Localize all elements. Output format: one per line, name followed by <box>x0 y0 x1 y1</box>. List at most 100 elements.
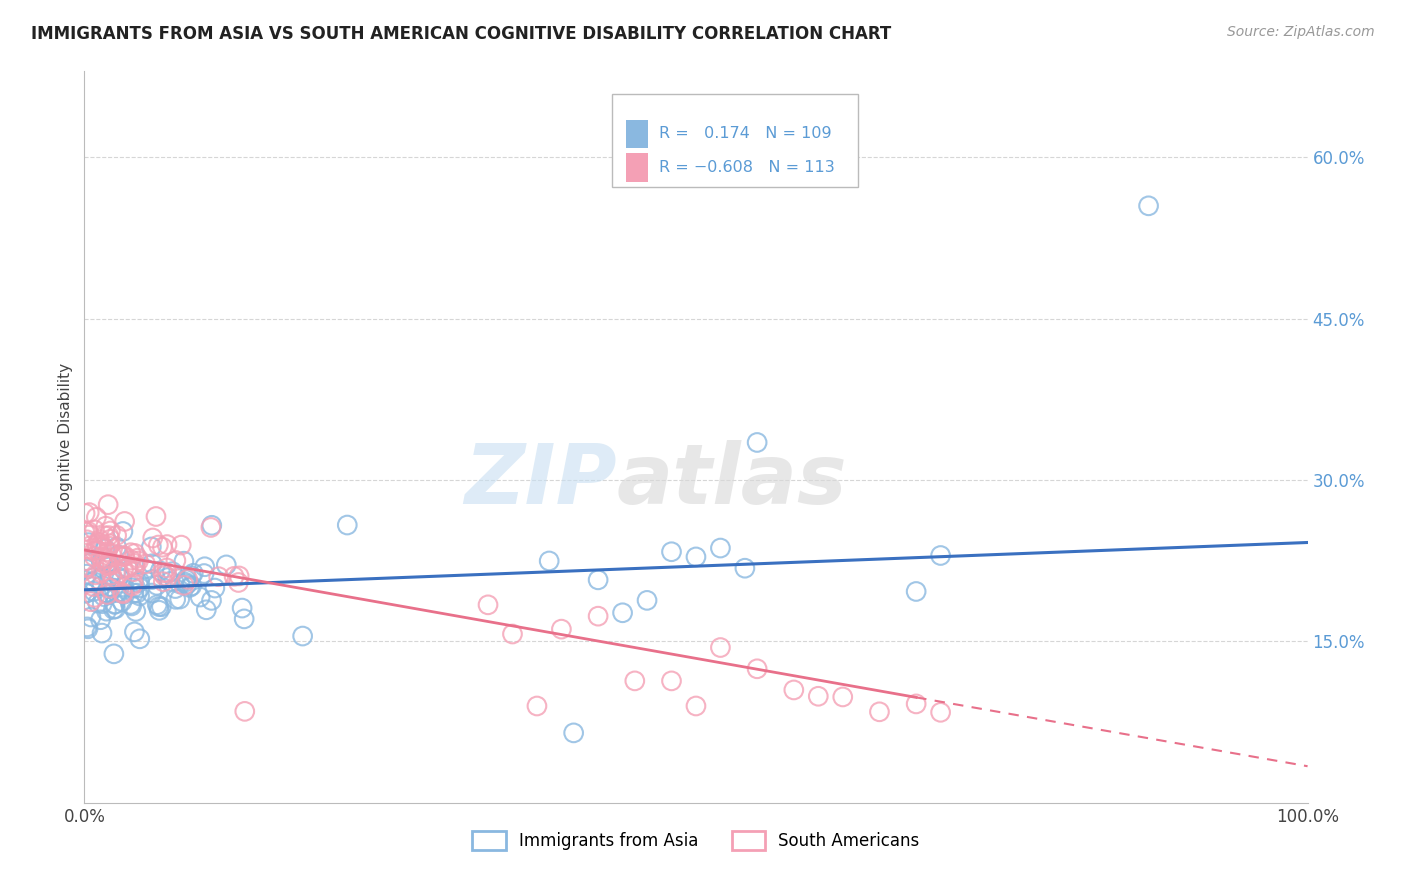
Point <box>128 589 150 603</box>
Point <box>1137 199 1160 213</box>
Point <box>783 682 806 697</box>
Point <box>96 551 118 566</box>
Point <box>89 539 111 553</box>
Point <box>96 558 118 572</box>
Point <box>200 593 222 607</box>
Point <box>156 538 179 552</box>
Text: IMMIGRANTS FROM ASIA VS SOUTH AMERICAN COGNITIVE DISABILITY CORRELATION CHART: IMMIGRANTS FROM ASIA VS SOUTH AMERICAN C… <box>31 25 891 43</box>
Point <box>94 586 117 600</box>
Point <box>146 598 169 612</box>
Point <box>152 566 174 580</box>
Point <box>114 549 136 563</box>
Point <box>869 705 891 719</box>
Point <box>83 574 105 589</box>
Point <box>98 568 121 582</box>
Point <box>562 726 585 740</box>
Point <box>831 690 853 704</box>
Point <box>734 561 756 575</box>
Point <box>77 560 100 574</box>
Point <box>127 575 149 590</box>
Point <box>747 662 769 676</box>
Point <box>176 577 198 591</box>
Point <box>86 542 108 557</box>
Point <box>905 584 928 599</box>
Point <box>101 568 124 582</box>
Point <box>142 531 165 545</box>
Point <box>83 544 105 558</box>
Point <box>124 624 146 639</box>
Point <box>93 529 115 543</box>
Point <box>100 524 122 538</box>
Point <box>73 524 96 539</box>
Point <box>76 533 98 547</box>
Point <box>173 554 195 568</box>
Text: Source: ZipAtlas.com: Source: ZipAtlas.com <box>1227 25 1375 39</box>
Point <box>135 562 157 576</box>
Point <box>135 557 157 571</box>
Point <box>112 580 135 594</box>
Point <box>231 601 253 615</box>
Point <box>104 597 127 611</box>
Point <box>165 582 187 596</box>
Point <box>125 604 148 618</box>
Point <box>215 558 238 572</box>
Point <box>193 566 215 581</box>
Point <box>107 548 129 562</box>
Point <box>146 578 169 592</box>
Point <box>127 554 149 568</box>
Point <box>586 609 609 624</box>
Point <box>124 546 146 560</box>
Point <box>111 549 134 563</box>
Point <box>208 569 231 583</box>
Point <box>204 581 226 595</box>
Point <box>194 559 217 574</box>
Point <box>108 570 131 584</box>
Point <box>177 572 200 586</box>
Point <box>121 579 143 593</box>
Point <box>76 620 98 634</box>
Point <box>929 706 952 720</box>
Point <box>188 590 211 604</box>
Point <box>228 569 250 583</box>
Point <box>98 558 121 573</box>
Point <box>148 603 170 617</box>
Point <box>586 573 609 587</box>
Point <box>75 586 97 600</box>
Point <box>101 558 124 572</box>
Point <box>685 698 707 713</box>
Point <box>110 572 132 586</box>
Point <box>97 498 120 512</box>
Point <box>93 590 115 604</box>
Legend: Immigrants from Asia, South Americans: Immigrants from Asia, South Americans <box>465 824 927 856</box>
Point <box>105 563 128 577</box>
Point <box>181 566 204 581</box>
Point <box>117 561 139 575</box>
Point <box>128 574 150 589</box>
Point <box>709 541 731 555</box>
Point <box>84 567 107 582</box>
Point <box>905 697 928 711</box>
Point <box>155 566 177 580</box>
Point <box>98 537 121 551</box>
Point <box>86 596 108 610</box>
Point <box>747 435 769 450</box>
Point <box>122 565 145 579</box>
Point <box>105 585 128 599</box>
Point <box>121 553 143 567</box>
Point <box>128 632 150 646</box>
Point <box>79 556 101 570</box>
Point <box>104 602 127 616</box>
Point <box>141 540 163 554</box>
Point <box>661 545 683 559</box>
Point <box>94 519 117 533</box>
Point <box>98 582 121 596</box>
Point <box>502 627 524 641</box>
Point <box>165 592 187 607</box>
Point <box>105 528 128 542</box>
Point <box>180 569 202 583</box>
Point <box>124 557 146 571</box>
Point <box>77 622 100 636</box>
Point <box>83 549 105 564</box>
Point <box>105 540 128 554</box>
Point <box>291 629 314 643</box>
